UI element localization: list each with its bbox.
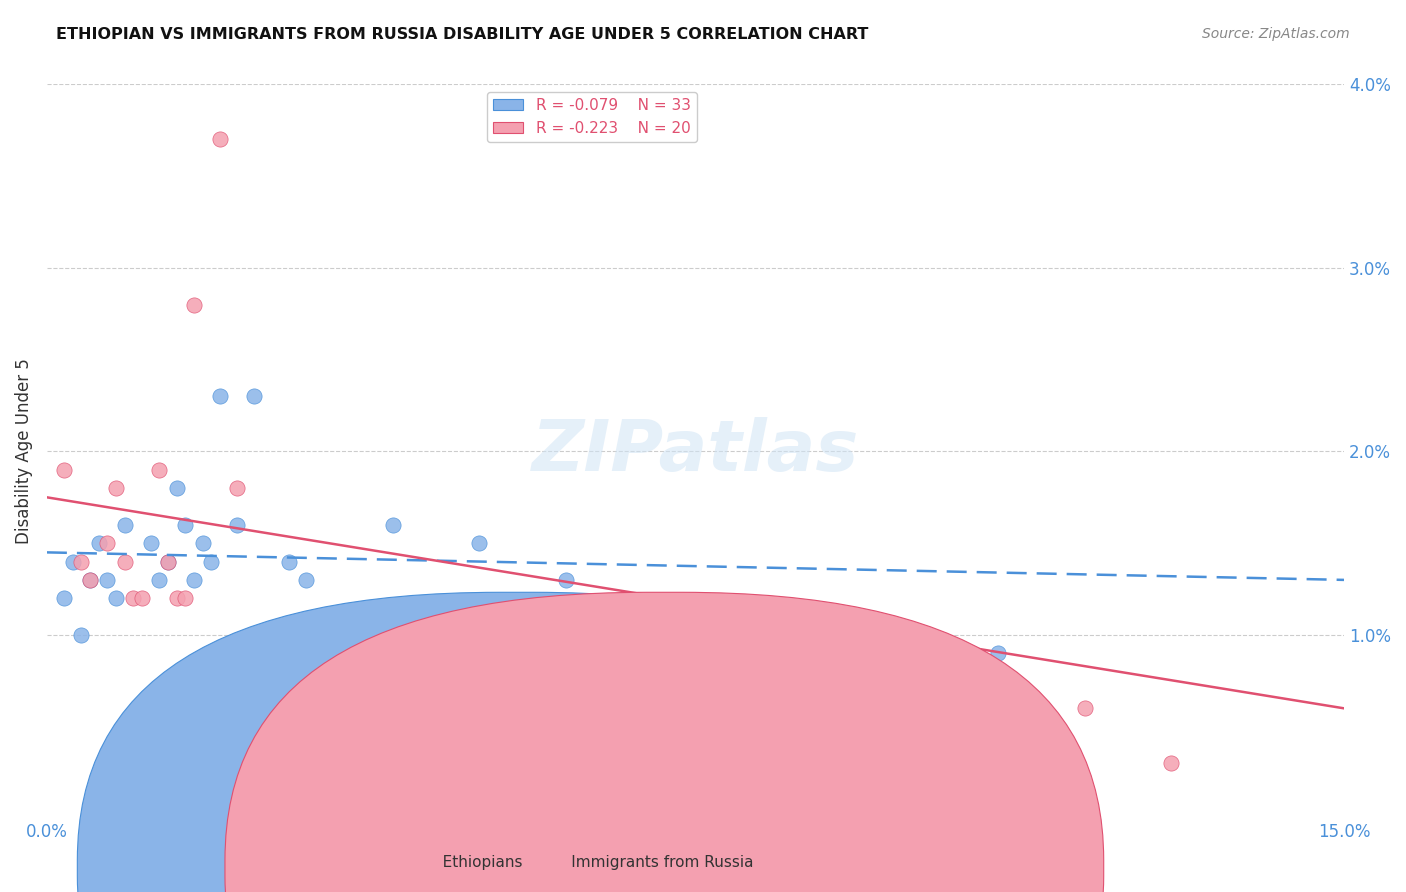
Point [987, 646, 1010, 660]
Point [295, 573, 318, 587]
Point [96, 573, 118, 587]
Point [70, 628, 93, 642]
Point [70, 555, 93, 569]
Point [96, 536, 118, 550]
Point [208, 132, 231, 146]
Point [512, 646, 534, 660]
Point [814, 637, 837, 651]
Point [156, 555, 179, 569]
Point [312, 656, 335, 670]
Point [381, 517, 404, 532]
Y-axis label: Disability Age Under 5: Disability Age Under 5 [15, 359, 32, 544]
Point [166, 481, 188, 495]
Point [685, 646, 707, 660]
Point [148, 573, 170, 587]
Point [114, 555, 136, 569]
Point [79, 573, 101, 587]
Point [53, 463, 76, 477]
Point [53, 591, 76, 606]
Point [79, 573, 101, 587]
Point [339, 692, 361, 706]
Point [183, 573, 205, 587]
Point [148, 463, 170, 477]
Point [321, 683, 343, 698]
Point [243, 389, 266, 403]
Point [278, 555, 301, 569]
Point [105, 591, 128, 606]
Point [200, 555, 222, 569]
Point [1073, 701, 1095, 715]
Point [183, 298, 205, 312]
Point [226, 517, 249, 532]
Text: ZIPatlas: ZIPatlas [531, 417, 859, 486]
Point [425, 683, 447, 698]
Point [278, 665, 301, 679]
Point [468, 628, 491, 642]
Point [62, 555, 84, 569]
Point [166, 591, 188, 606]
Point [131, 591, 153, 606]
Point [114, 517, 136, 532]
Point [156, 555, 179, 569]
Text: Ethiopians          Immigrants from Russia: Ethiopians Immigrants from Russia [427, 855, 754, 870]
Point [105, 481, 128, 495]
Point [494, 628, 516, 642]
Point [122, 591, 145, 606]
Point [87, 536, 110, 550]
Legend: R = -0.079    N = 33, R = -0.223    N = 20: R = -0.079 N = 33, R = -0.223 N = 20 [486, 92, 697, 142]
Point [226, 481, 249, 495]
Point [139, 536, 162, 550]
Point [399, 646, 422, 660]
Point [554, 573, 576, 587]
Text: ETHIOPIAN VS IMMIGRANTS FROM RUSSIA DISABILITY AGE UNDER 5 CORRELATION CHART: ETHIOPIAN VS IMMIGRANTS FROM RUSSIA DISA… [56, 27, 869, 42]
Point [468, 536, 491, 550]
Point [1160, 756, 1182, 771]
Point [208, 389, 231, 403]
Point [174, 591, 197, 606]
Point [191, 536, 214, 550]
Text: Source: ZipAtlas.com: Source: ZipAtlas.com [1202, 27, 1350, 41]
Point [174, 517, 197, 532]
